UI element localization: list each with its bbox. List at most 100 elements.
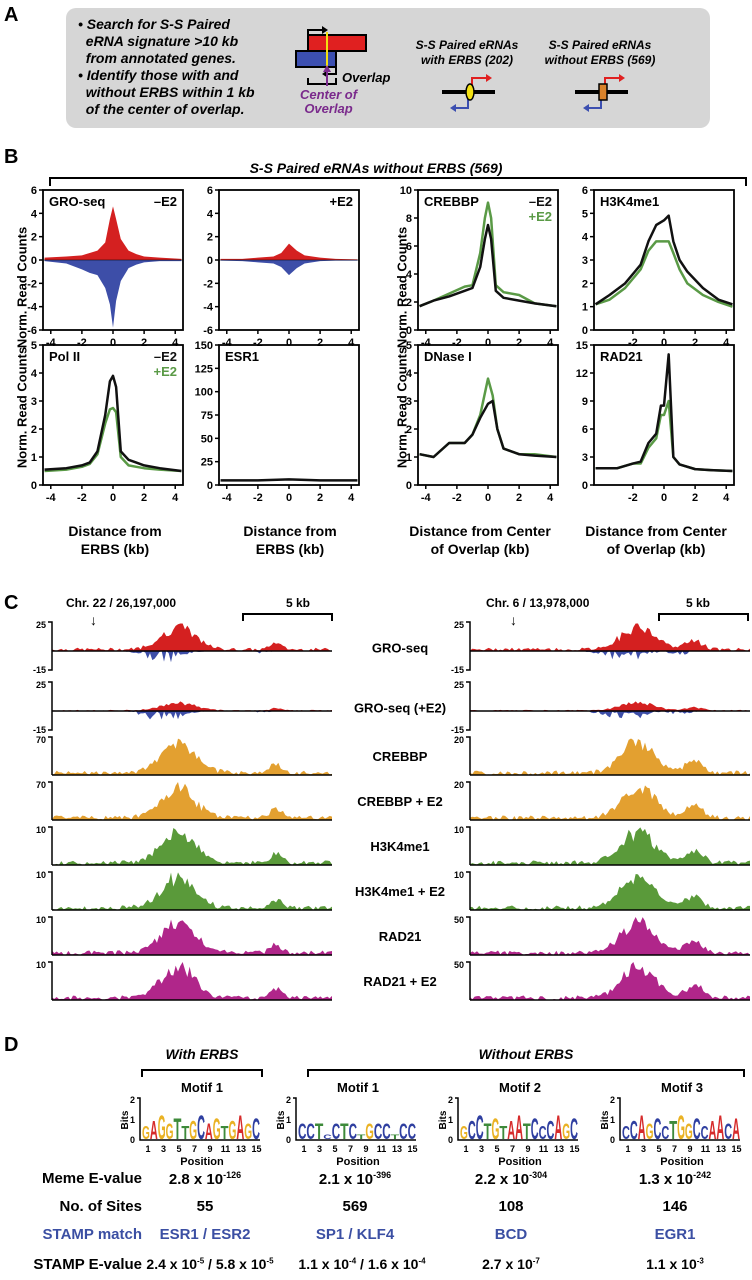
track-label: H3K4me1 + E2 <box>355 884 445 899</box>
plot-title: Pol II <box>49 349 80 364</box>
track-max-right: 50 <box>454 960 464 970</box>
x-tick-label: 0 <box>485 492 491 504</box>
left-scale-bar <box>242 613 333 621</box>
track-signal-right <box>470 701 750 711</box>
track-max-right: 50 <box>454 915 464 925</box>
logo-letter: A <box>150 1115 158 1145</box>
track-axis-left <box>48 916 53 955</box>
y-tick-label: 10 <box>400 185 412 197</box>
track-max-right: 10 <box>454 825 464 835</box>
panel-d-letter: D <box>4 1034 19 1056</box>
x-tick-label: 0 <box>661 492 667 504</box>
plot-frame <box>218 344 360 486</box>
panel-a-letter: A <box>4 4 19 26</box>
track-min-right: -15 <box>451 665 464 675</box>
logo-letter: T <box>221 1123 229 1143</box>
y-tick-label: 3 <box>582 452 588 464</box>
track-h3k4me1-e2: 10 10 H3K4me1 + E2 <box>36 870 750 911</box>
logo-x-tick: 13 <box>392 1144 402 1154</box>
logo-letter: T <box>173 1113 181 1146</box>
x-tick-label: -2 <box>452 492 462 504</box>
track-rad21: 10 50 RAD21 <box>36 915 750 956</box>
y-tick-label: 1 <box>582 302 588 314</box>
bullet-2: • Identify those with and without ERBS w… <box>78 67 255 117</box>
logo-axis <box>617 1097 740 1141</box>
track-axis-right <box>466 621 471 671</box>
plot-dnase: 0 1 2 3 4 5 -4 -2 0 2 4 DNase I <box>406 340 559 504</box>
y-tick-label: 6 <box>582 185 588 197</box>
row-label-meme: Meme E-value <box>41 1170 142 1187</box>
x-tick-label: 2 <box>692 337 698 349</box>
right-locus-arrow-icon: ↓ <box>510 612 517 628</box>
series-sense <box>44 206 182 260</box>
series-line-plus-e2 <box>419 201 557 308</box>
logo-letter: G <box>158 1109 166 1147</box>
x-tick-label: 0 <box>110 492 116 504</box>
logo-x-tick: 5 <box>176 1144 181 1154</box>
logo-letter: C <box>661 1123 669 1143</box>
logo-x-tick: 7 <box>672 1144 677 1154</box>
y-tick-label: 0 <box>207 480 213 492</box>
bullet-1: • Search for S-S Paired eRNA signature >… <box>78 16 239 66</box>
y-tick-label: 0 <box>207 255 213 267</box>
series-line-plus-e2 <box>419 377 557 459</box>
logo-letter: G <box>244 1119 252 1144</box>
logo-letter: A <box>709 1115 717 1145</box>
track-signal-left <box>52 782 332 820</box>
without-erbs-header: Without ERBS <box>478 1046 574 1062</box>
track-min-left: -15 <box>33 665 46 675</box>
series-line-minus-e2 <box>419 223 557 308</box>
track-signal-left <box>52 623 332 651</box>
xlabel-pol2: Distance from ERBS (kb) <box>68 523 162 557</box>
logo-ylabel: Bits <box>276 1110 287 1129</box>
track-axis-left <box>48 961 53 1000</box>
sites-3: 108 <box>498 1198 524 1215</box>
track-signal-left <box>52 919 332 955</box>
logo-letter: C <box>531 1113 539 1146</box>
plot-tag: –E2 <box>154 194 177 209</box>
logo-letter: A <box>236 1109 244 1147</box>
logo-letter: A <box>515 1109 523 1147</box>
series-antisense <box>220 260 358 276</box>
logo-letter: C <box>298 1119 306 1144</box>
logo-letter: G <box>685 1119 693 1144</box>
stamp-evalue-2: 1.1 x 10-4 / 1.6 x 10-4 <box>298 1256 426 1272</box>
legend-minus-e2: –E2 <box>529 194 552 209</box>
y-tick-label: -4 <box>27 302 38 314</box>
row-label-sites: No. of Sites <box>59 1198 142 1215</box>
logo-x-tick: 7 <box>192 1144 197 1154</box>
x-tick-label: 0 <box>485 337 491 349</box>
plot-gro-plus: -6 -4 -2 0 2 4 6 -4 -2 0 2 4 +E2 <box>203 185 360 349</box>
plot-title: DNase I <box>424 349 472 364</box>
x-tick-label: 0 <box>110 337 116 349</box>
left-scale-label: 5 kb <box>286 596 311 610</box>
track-signal-right <box>470 962 750 1000</box>
x-tick-label: -4 <box>46 492 57 504</box>
logo-x-tick: 11 <box>221 1144 231 1154</box>
track-axis-right <box>466 916 471 955</box>
track-axis-left <box>48 621 53 671</box>
y-tick-label: 5 <box>406 340 412 352</box>
x-tick-label: -2 <box>628 492 638 504</box>
logo-letter: A <box>638 1109 646 1147</box>
series-line-plus-e2 <box>595 399 733 473</box>
track-axis-right <box>466 961 471 1000</box>
track-max-left: 70 <box>36 735 46 745</box>
y-tick-label: 4 <box>207 208 214 220</box>
y-tick-label: 5 <box>31 340 37 352</box>
logo-y-tick: 0 <box>286 1135 291 1145</box>
logo-ylabel: Bits <box>438 1110 449 1129</box>
meme-evalue-4: 1.3 x 10-242 <box>638 1170 712 1188</box>
y-tick-label: 6 <box>406 241 412 253</box>
x-tick-label: 0 <box>286 492 292 504</box>
logo-letter: G <box>213 1113 221 1146</box>
logo-letter: A <box>716 1109 724 1147</box>
track-max-right: 10 <box>454 870 464 880</box>
track-label: RAD21 + E2 <box>363 974 436 989</box>
y-tick-label: -6 <box>203 325 213 337</box>
meme-evalue-3: 2.2 x 10-304 <box>474 1170 548 1188</box>
x-tick-label: 4 <box>723 337 730 349</box>
logo-xlabel: Position <box>180 1156 224 1168</box>
overlap-schematic <box>295 26 367 86</box>
